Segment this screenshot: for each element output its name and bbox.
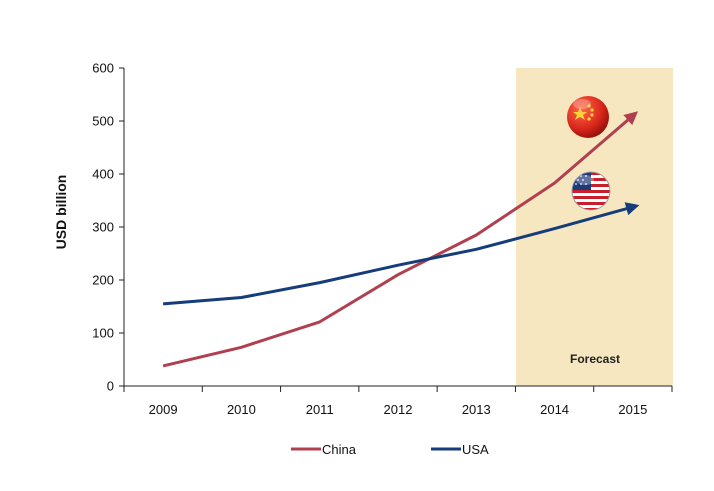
y-tick-label: 600 [92, 61, 114, 76]
series-layer [162, 111, 640, 368]
x-tick-label: 2009 [149, 402, 178, 417]
series-line-china [162, 111, 639, 368]
y-tick-label: 500 [92, 114, 114, 129]
y-tick-label: 300 [92, 220, 114, 235]
legend: China USA [291, 442, 489, 457]
y-tick-label: 400 [92, 167, 114, 182]
legend-label-usa: USA [462, 442, 489, 457]
x-tick-label: 2011 [306, 402, 334, 417]
y-tick-label: 0 [107, 379, 114, 394]
x-tick-label: 2012 [384, 402, 413, 417]
china-flag-icon [567, 96, 609, 138]
forecast-label: Forecast [570, 352, 620, 366]
x-tick-label: 2010 [227, 402, 256, 417]
usa-flag-icon [571, 171, 611, 211]
y-axis-title: USD billion [53, 175, 69, 250]
series-line-usa [162, 202, 640, 306]
legend-label-china: China [322, 442, 357, 457]
x-axis: 2009 2010 2011 2012 2013 2014 2015 [123, 385, 673, 417]
x-tick-label: 2014 [540, 402, 569, 417]
y-tick-label: 200 [92, 273, 114, 288]
y-axis: 0 100 200 300 400 500 600 [92, 61, 125, 394]
x-tick-label: 2015 [618, 402, 647, 417]
y-tick-label: 100 [92, 326, 114, 341]
x-tick-label: 2013 [462, 402, 491, 417]
